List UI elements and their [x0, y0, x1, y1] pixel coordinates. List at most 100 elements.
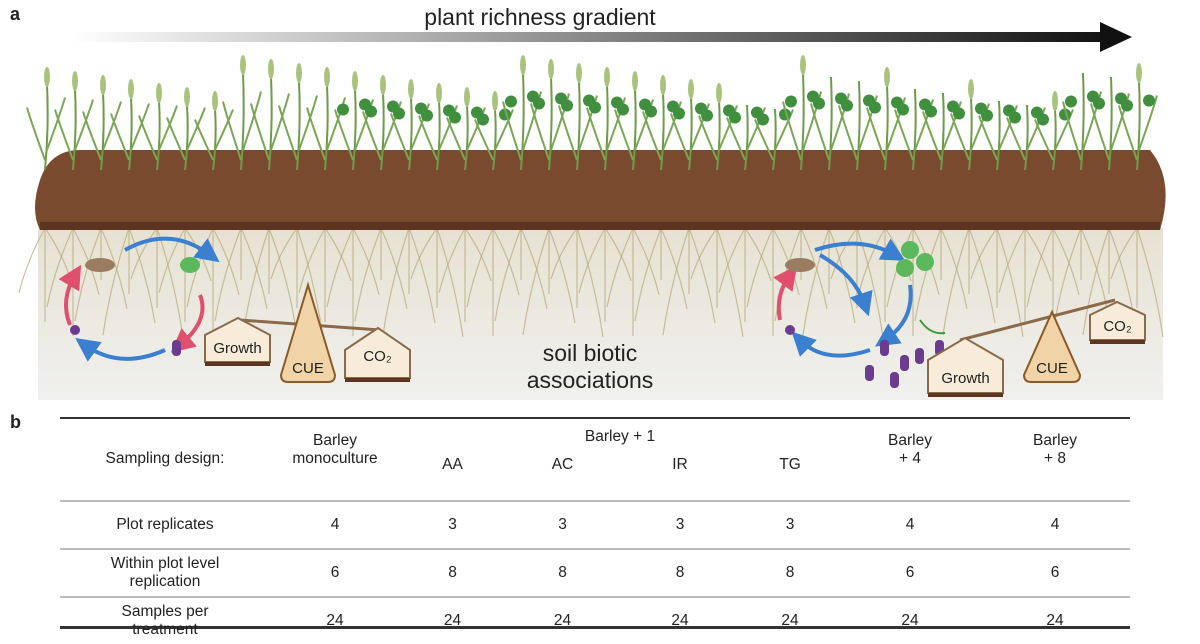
root: [464, 227, 492, 282]
soil-surface: [35, 150, 1166, 230]
root: [548, 227, 576, 324]
right-cue-label: CUE: [1036, 360, 1068, 377]
table-cell: 4: [1050, 516, 1060, 533]
header-plus4-line1: Barley: [888, 432, 932, 449]
root: [1054, 227, 1082, 322]
soil-biotic-label: soil biotic associations: [490, 340, 690, 394]
plant: [978, 100, 1018, 171]
root: [1110, 227, 1138, 280]
table-cell: 24: [671, 612, 689, 629]
header-row-label: Sampling design:: [105, 450, 225, 467]
root: [18, 227, 46, 294]
header-barley-plus-1: Barley + 1: [584, 428, 656, 445]
table-cell: 6: [1050, 564, 1060, 581]
root: [550, 227, 578, 280]
header-ac: AC: [551, 456, 574, 473]
plant: [1034, 91, 1074, 171]
root: [942, 227, 970, 336]
plant: [642, 75, 682, 171]
plant: [26, 67, 66, 171]
root: [324, 227, 352, 282]
left-co2-label: CO₂: [363, 348, 392, 365]
plant: [558, 63, 598, 171]
plant: [110, 79, 150, 171]
right-co2-label: CO₂: [1103, 318, 1132, 335]
root: [268, 227, 296, 324]
root: [746, 227, 774, 308]
plant: [194, 91, 234, 171]
row-label: Samples per treatment: [121, 603, 209, 638]
plant: [362, 75, 402, 171]
root: [802, 227, 830, 336]
root: [1082, 227, 1110, 336]
root: [858, 227, 886, 294]
root: [1026, 227, 1054, 308]
root: [492, 227, 520, 296]
header-aa: AA: [442, 456, 463, 473]
table-cell: 4: [905, 516, 915, 533]
root: [968, 227, 996, 324]
root: [466, 227, 494, 308]
root: [352, 227, 380, 296]
table-cell: 8: [785, 564, 795, 581]
plant: [1118, 63, 1158, 171]
root: [46, 227, 74, 308]
root: [634, 227, 662, 322]
right-balance: [927, 298, 1146, 397]
root: [214, 227, 242, 322]
root: [494, 227, 522, 322]
header-tg: TG: [779, 456, 801, 473]
table-cell: 8: [675, 564, 685, 581]
row-label: Plot replicates: [116, 516, 214, 533]
plant: [922, 92, 962, 171]
table-cell: 8: [558, 564, 567, 581]
root: [102, 227, 130, 336]
root: [130, 227, 158, 280]
root: [270, 227, 298, 280]
plant: [726, 104, 766, 171]
plant: [782, 55, 822, 171]
root: [606, 227, 634, 308]
root: [716, 227, 744, 338]
table-header: Sampling design: Barley monoculture Barl…: [60, 418, 1130, 501]
header-plus4-line2: + 4: [899, 450, 921, 467]
root: [74, 227, 102, 322]
root: [998, 227, 1026, 294]
plant: [166, 87, 206, 171]
root: [576, 227, 604, 338]
table-cell: 24: [1046, 612, 1064, 629]
root: [212, 227, 240, 296]
left-balance: [204, 281, 411, 383]
root: [326, 227, 354, 308]
table-cell: 24: [781, 612, 799, 629]
root: [1136, 227, 1164, 338]
left-growth-label: Growth: [213, 340, 262, 357]
plant: [446, 87, 486, 171]
table-cell: 24: [901, 612, 919, 629]
soil-label-line1: soil biotic: [542, 340, 638, 366]
right-growth-label: Growth: [941, 370, 990, 387]
plant: [222, 55, 262, 171]
header-plus8-line2: + 8: [1044, 450, 1066, 467]
panel-b-label: b: [10, 412, 21, 432]
table-row: Samples per treatment 24 24 24 24 24 24 24: [60, 597, 1130, 644]
root: [914, 227, 942, 322]
root: [662, 227, 690, 336]
table-cell: 3: [785, 516, 795, 533]
root: [410, 227, 438, 280]
table-cell: 6: [905, 564, 915, 581]
panel-a-label: a: [10, 4, 21, 24]
table-cell: 8: [448, 564, 457, 581]
root: [604, 227, 632, 282]
left-cue-label: CUE: [292, 360, 324, 377]
root: [438, 227, 466, 294]
table-cell: 3: [448, 516, 457, 533]
plant: [474, 91, 514, 171]
root: [1024, 227, 1052, 282]
table-cell: 24: [326, 612, 344, 629]
plant: [838, 80, 878, 171]
root: [382, 227, 410, 336]
root: [298, 227, 326, 294]
table-row: Plot replicates 4 3 3 3 3 4 4: [60, 501, 1130, 549]
table-cell: 4: [330, 516, 340, 533]
